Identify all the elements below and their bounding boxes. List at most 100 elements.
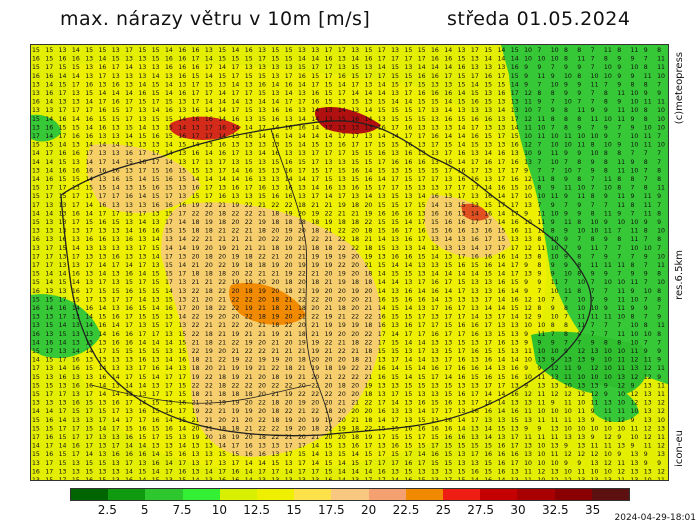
svg-text:7: 7	[631, 185, 635, 192]
svg-text:18: 18	[271, 245, 279, 252]
svg-text:15: 15	[232, 451, 240, 458]
svg-text:11: 11	[524, 408, 532, 415]
svg-text:18: 18	[338, 219, 346, 226]
svg-text:16: 16	[511, 451, 519, 458]
svg-text:10: 10	[604, 64, 612, 71]
svg-text:13: 13	[125, 81, 133, 88]
svg-text:11: 11	[591, 400, 599, 407]
svg-text:15: 15	[271, 159, 279, 166]
svg-text:13: 13	[311, 477, 319, 481]
svg-text:15: 15	[165, 124, 173, 131]
svg-text:14: 14	[311, 460, 319, 467]
svg-text:17: 17	[165, 253, 173, 260]
svg-text:17: 17	[112, 193, 120, 200]
svg-text:15: 15	[59, 451, 67, 458]
svg-text:18: 18	[338, 305, 346, 312]
svg-text:13: 13	[125, 408, 133, 415]
svg-text:11: 11	[591, 81, 599, 88]
svg-text:19: 19	[271, 331, 279, 338]
svg-text:22: 22	[338, 374, 346, 381]
svg-text:22: 22	[232, 382, 240, 389]
svg-text:13: 13	[178, 296, 186, 303]
svg-text:14: 14	[85, 322, 93, 329]
svg-text:15: 15	[152, 408, 160, 415]
svg-text:14: 14	[59, 322, 67, 329]
svg-text:16: 16	[112, 400, 120, 407]
svg-text:14: 14	[365, 107, 373, 114]
svg-text:11: 11	[644, 357, 652, 364]
svg-text:13: 13	[458, 451, 466, 458]
svg-text:18: 18	[365, 348, 373, 355]
svg-text:15: 15	[378, 245, 386, 252]
svg-text:9: 9	[537, 339, 541, 346]
svg-text:16: 16	[325, 185, 333, 192]
svg-text:16: 16	[444, 219, 452, 226]
svg-text:16: 16	[498, 279, 506, 286]
svg-text:21: 21	[351, 400, 359, 407]
svg-text:15: 15	[138, 185, 146, 192]
svg-text:17: 17	[511, 245, 519, 252]
svg-text:14: 14	[32, 408, 40, 415]
svg-text:16: 16	[458, 176, 466, 183]
svg-text:13: 13	[551, 374, 559, 381]
svg-text:20: 20	[325, 271, 333, 278]
svg-text:18: 18	[365, 271, 373, 278]
svg-text:15: 15	[325, 81, 333, 88]
svg-text:20: 20	[338, 331, 346, 338]
svg-text:13: 13	[112, 365, 120, 372]
svg-text:13: 13	[338, 443, 346, 450]
svg-text:16: 16	[45, 339, 53, 346]
svg-text:13: 13	[218, 460, 226, 467]
svg-text:7: 7	[577, 99, 581, 106]
svg-text:14: 14	[165, 357, 173, 364]
svg-text:14: 14	[378, 81, 386, 88]
svg-text:16: 16	[271, 107, 279, 114]
svg-text:11: 11	[564, 365, 572, 372]
svg-text:13: 13	[471, 460, 479, 467]
svg-text:14: 14	[498, 193, 506, 200]
svg-text:18: 18	[192, 391, 200, 398]
svg-text:10: 10	[591, 73, 599, 80]
svg-text:21: 21	[205, 391, 213, 398]
svg-text:15: 15	[85, 185, 93, 192]
svg-text:15: 15	[152, 47, 160, 54]
svg-text:13: 13	[271, 64, 279, 71]
svg-text:14: 14	[112, 142, 120, 149]
svg-text:14: 14	[165, 47, 173, 54]
svg-text:9: 9	[644, 348, 648, 355]
svg-text:13: 13	[72, 374, 80, 381]
svg-text:15: 15	[32, 417, 40, 424]
svg-text:13: 13	[577, 357, 585, 364]
svg-text:13: 13	[178, 288, 186, 295]
svg-text:14: 14	[298, 142, 306, 149]
svg-text:8: 8	[604, 159, 608, 166]
svg-text:15: 15	[418, 374, 426, 381]
svg-text:17: 17	[99, 193, 107, 200]
svg-text:20: 20	[218, 348, 226, 355]
svg-text:7: 7	[551, 296, 555, 303]
svg-text:13: 13	[138, 322, 146, 329]
svg-text:18: 18	[205, 339, 213, 346]
svg-text:14: 14	[418, 193, 426, 200]
svg-text:8: 8	[644, 185, 648, 192]
svg-text:17: 17	[99, 159, 107, 166]
svg-text:18: 18	[192, 228, 200, 235]
svg-text:14: 14	[85, 99, 93, 106]
svg-text:7: 7	[604, 245, 608, 252]
svg-text:19: 19	[205, 314, 213, 321]
svg-text:18: 18	[365, 417, 373, 424]
svg-text:10: 10	[591, 150, 599, 157]
svg-text:13: 13	[484, 167, 492, 174]
svg-text:10: 10	[551, 210, 559, 217]
svg-text:13: 13	[59, 348, 67, 355]
svg-text:16: 16	[484, 253, 492, 260]
svg-text:13: 13	[245, 150, 253, 157]
svg-text:12: 12	[657, 408, 665, 415]
svg-text:21: 21	[245, 374, 253, 381]
legend-bin	[294, 489, 332, 500]
svg-text:10: 10	[631, 408, 639, 415]
svg-text:7: 7	[537, 167, 541, 174]
svg-text:14: 14	[298, 81, 306, 88]
svg-text:14: 14	[498, 262, 506, 269]
svg-text:9: 9	[564, 81, 568, 88]
